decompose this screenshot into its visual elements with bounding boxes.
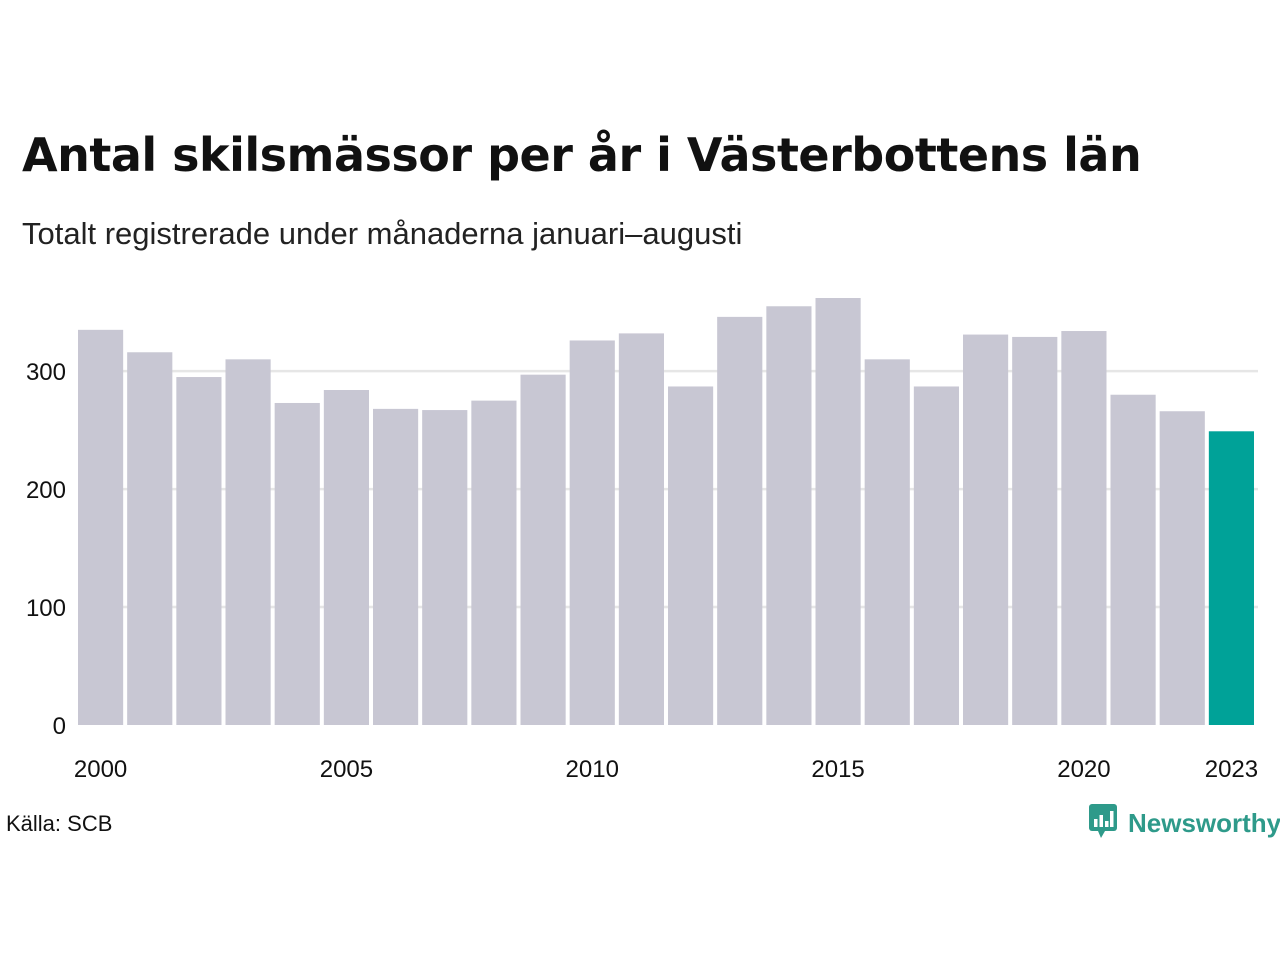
bar-2020 xyxy=(1061,331,1107,725)
y-tick-label: 0 xyxy=(53,713,66,740)
y-axis: 0 100 200 300 xyxy=(26,359,66,740)
brand-name: Newsworthy xyxy=(1128,808,1280,838)
bar-2006 xyxy=(373,408,419,725)
x-tick-label: 2015 xyxy=(811,756,864,783)
bar-2003 xyxy=(225,359,271,725)
bar-2009 xyxy=(520,374,566,725)
bar-2019 xyxy=(1012,336,1058,725)
x-tick-label: 2020 xyxy=(1057,756,1110,783)
y-tick-label: 100 xyxy=(26,595,66,622)
x-tick-label: 2023 xyxy=(1205,756,1258,783)
y-tick-label: 300 xyxy=(26,359,66,386)
bar-2001 xyxy=(127,352,173,725)
bar-2015 xyxy=(815,298,861,725)
bar-2005 xyxy=(323,390,369,725)
bar-chart: 0 100 200 300 2000 2005 2010 2015 2020 2023 xyxy=(26,298,1258,783)
bar-2000 xyxy=(78,329,124,725)
bar-2022 xyxy=(1159,411,1205,725)
newsworthy-logo-icon xyxy=(1088,803,1118,844)
bar-2010 xyxy=(569,340,615,725)
source-note: Källa: SCB xyxy=(6,811,113,836)
y-tick-label: 200 xyxy=(26,477,66,504)
bar-2012 xyxy=(668,386,714,725)
x-tick-label: 2010 xyxy=(566,756,619,783)
chart-title: Antal skilsmässor per år i Västerbottens… xyxy=(22,128,1142,182)
bar-2017 xyxy=(913,386,959,725)
bar-2018 xyxy=(963,334,1009,725)
bar-2014 xyxy=(766,306,812,725)
brand-logo: Newsworthy xyxy=(1088,803,1280,844)
bar-2023 xyxy=(1208,431,1254,725)
bar-2004 xyxy=(274,402,320,725)
x-tick-label: 2005 xyxy=(320,756,373,783)
x-tick-label: 2000 xyxy=(74,756,127,783)
x-axis: 2000 2005 2010 2015 2020 2023 xyxy=(74,756,1258,783)
bars xyxy=(78,298,1254,725)
bar-2016 xyxy=(864,359,910,725)
chart-subtitle: Totalt registrerade under månaderna janu… xyxy=(22,216,743,251)
bar-2007 xyxy=(422,410,468,725)
bar-2002 xyxy=(176,377,222,725)
bar-2013 xyxy=(717,316,763,725)
bar-2011 xyxy=(618,333,664,725)
bar-2008 xyxy=(471,400,517,725)
bar-2021 xyxy=(1110,394,1156,725)
